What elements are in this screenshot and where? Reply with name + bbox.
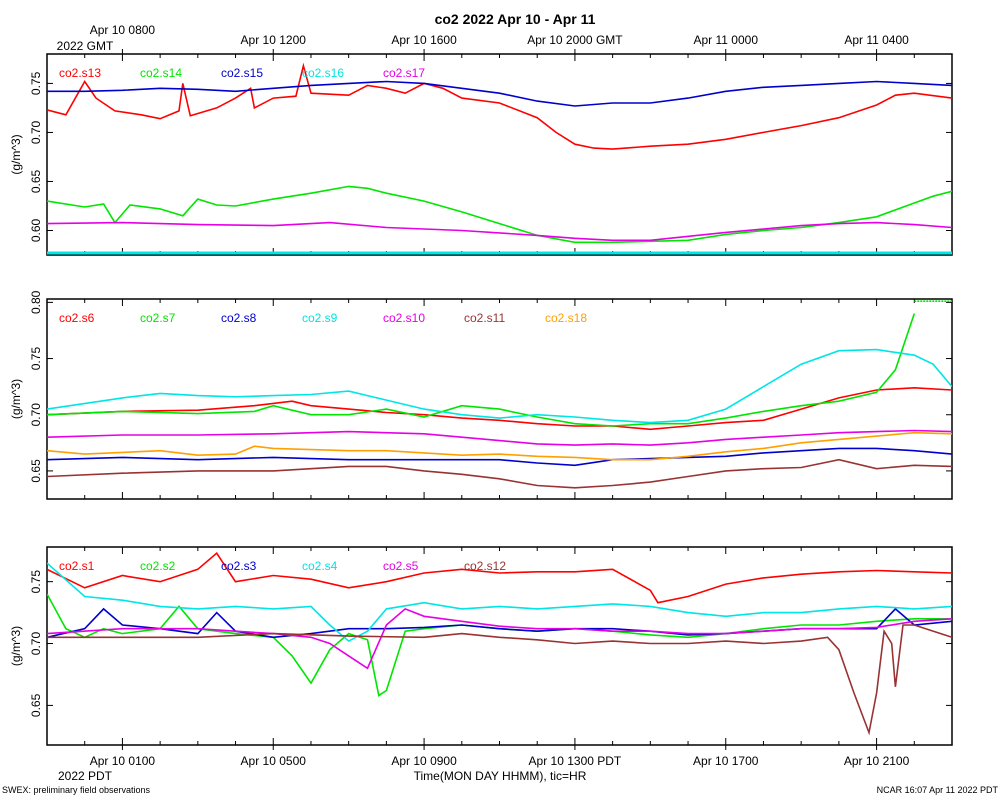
y-axis-label: (g/m^3) [9,134,23,174]
series-line-co2-s3 [47,607,952,639]
series-line-co2-s1 [47,552,952,604]
top-axis-tick-label: Apr 10 1200 [241,33,307,47]
legend-entry: co2.s18 [545,311,587,325]
legend-entry: co2.s2 [140,559,176,573]
series-line-co2-s11 [47,458,952,489]
y-tick-label: 0.80 [29,290,43,314]
series-line-co2-s14 [47,185,952,244]
panel-3: 0.65 0.70 0.75 (g/m^3) co2.s1 co2.s2 co2.s3 co2… [9,546,953,750]
legend-entry: co2.s12 [464,559,506,573]
x-axis-label: Time(MON DAY HHMM), tic=HR [414,769,587,783]
top-axis-tick-label: Apr 10 1600 [391,33,457,47]
legend-entry: co2.s14 [140,66,182,80]
y-tick-label: 0.65 [29,459,43,483]
legend-entry: co2.s11 [464,311,505,325]
legend-entry: co2.s1 [59,559,95,573]
y-axis-label: (g/m^3) [9,626,23,666]
y-tick-label: 0.70 [29,120,43,144]
bottom-axis-tick-label: Apr 10 0500 [241,754,307,768]
bottom-axis-tick-label: Apr 10 1300 PDT [529,754,622,768]
y-tick-label: 0.65 [29,693,43,717]
y-tick-label: 0.70 [29,403,43,427]
panel-frame [46,546,953,746]
bottom-axis-tick-label: Apr 10 2100 [844,754,910,768]
chart-panels: Apr 10 0800 Apr 10 1200 Apr 10 1600 Apr 10 … [9,23,953,768]
y-tick-label: 0.70 [29,632,43,656]
series-line-co2-s6 [47,386,952,431]
series-line-co2-s15 [47,80,952,107]
legend-entry: co2.s9 [302,311,338,325]
legend-entry: co2.s15 [221,66,263,80]
top-axis-tick-label: Apr 10 0800 [90,23,156,37]
chart-title: co2 2022 Apr 10 - Apr 11 [435,11,596,27]
y-axis-label: (g/m^3) [9,379,23,419]
legend-entry: co2.s10 [383,311,425,325]
bottom-axis-tick-label: Apr 10 0900 [391,754,457,768]
legend-entry: co2.s13 [59,66,101,80]
series-line-co2-s4 [47,562,952,643]
legend-entry: co2.s4 [302,559,338,573]
legend-entry: co2.s17 [383,66,425,80]
panel-frame [46,298,953,500]
series-line-co2-s10 [47,429,952,446]
series-line-co2-s12 [47,624,952,736]
top-axis-tick-label: Apr 10 2000 GMT [527,33,623,47]
panel-2: 0.65 0.70 0.75 0.80 (g/m^3) co2.s6 co2.s7 co2.s… [9,290,953,500]
series-line-co2-s2 [47,593,952,697]
legend-entry: co2.s6 [59,311,95,325]
legend-entry: co2.s5 [383,559,419,573]
legend-entry: co2.s3 [221,559,257,573]
legend-entry: co2.s16 [302,66,344,80]
legend-entry: co2.s8 [221,311,257,325]
top-axis-tick-label: Apr 11 0400 [844,33,909,47]
series-line-co2-s9 [47,348,952,424]
y-tick-label: 0.75 [29,347,43,371]
panel-1: 0.60 0.65 0.70 0.75 (g/m^3) co2.s13 co2.s14 co2… [9,49,953,256]
footer-left-note: SWEX: preliminary field observations [2,785,151,795]
footer-right-timestamp: NCAR 16:07 Apr 11 2022 PDT [877,785,999,795]
top-axis-tick-label: Apr 11 0000 [694,33,759,47]
series-line-co2-s17 [47,221,952,242]
legend-entry: co2.s7 [140,311,176,325]
y-tick-label: 0.75 [29,570,43,594]
series-line-co2-s13 [47,62,952,150]
y-tick-label: 0.75 [29,71,43,95]
series-line-co2-s7 [47,313,916,427]
top-axis-year-label: 2022 GMT [57,39,114,53]
bottom-axis-tick-label: Apr 10 1700 [693,754,759,768]
y-tick-label: 0.65 [29,169,43,193]
bottom-axis-year-label: 2022 PDT [58,769,113,783]
bottom-axis-tick-label: Apr 10 0100 [90,754,156,768]
y-tick-label: 0.60 [29,218,43,242]
series-line-co2-s18 [47,431,952,461]
series-line-co2-s8 [47,447,952,467]
